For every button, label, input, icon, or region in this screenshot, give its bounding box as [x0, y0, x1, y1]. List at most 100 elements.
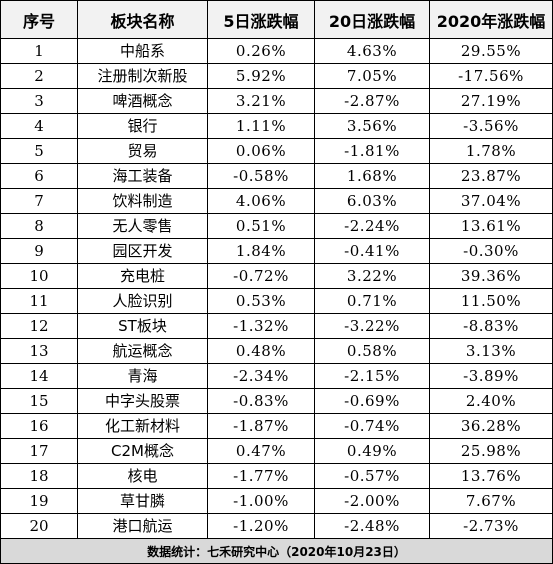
sector-name: 贸易: [77, 138, 208, 164]
sector-name: 海工装备: [77, 163, 208, 189]
change-5day: -2.34%: [207, 363, 315, 389]
sector-name: ST板块: [77, 313, 208, 339]
change-5day: 0.53%: [207, 288, 315, 314]
row-index: 12: [0, 313, 78, 339]
change-2020: 39.36%: [429, 263, 553, 289]
change-5day: 0.48%: [207, 338, 315, 364]
table-row: 5 贸易 0.06% -1.81% 1.78%: [0, 138, 553, 164]
change-2020: 25.98%: [429, 438, 553, 464]
sector-name: 草甘膦: [77, 488, 208, 514]
sector-name: 啤酒概念: [77, 88, 208, 114]
change-2020: -3.89%: [429, 363, 553, 389]
footer-row: 数据统计：七禾研究中心（2020年10月23日）: [0, 538, 553, 564]
row-index: 4: [0, 113, 78, 139]
change-5day: -1.32%: [207, 313, 315, 339]
change-20day: -2.15%: [314, 363, 430, 389]
change-2020: 36.28%: [429, 413, 553, 439]
change-5day: 1.84%: [207, 238, 315, 264]
table-body: 1 中船系 0.26% 4.63% 29.55% 2 注册制次新股 5.92% 7.05% -17…: [0, 38, 553, 539]
change-20day: 4.63%: [314, 38, 430, 64]
change-20day: 3.56%: [314, 113, 430, 139]
row-index: 7: [0, 188, 78, 214]
header-5day-change: 5日涨跌幅: [207, 0, 315, 39]
change-5day: -0.72%: [207, 263, 315, 289]
header-2020-change: 2020年涨跌幅: [429, 0, 553, 39]
change-5day: -0.83%: [207, 388, 315, 414]
change-5day: -0.58%: [207, 163, 315, 189]
change-5day: 0.51%: [207, 213, 315, 239]
table-row: 17 C2M概念 0.47% 0.49% 25.98%: [0, 438, 553, 464]
table-row: 18 核电 -1.77% -0.57% 13.76%: [0, 463, 553, 489]
change-2020: -0.30%: [429, 238, 553, 264]
table-row: 15 中字头股票 -0.83% -0.69% 2.40%: [0, 388, 553, 414]
row-index: 11: [0, 288, 78, 314]
row-index: 19: [0, 488, 78, 514]
change-5day: -1.87%: [207, 413, 315, 439]
row-index: 8: [0, 213, 78, 239]
row-index: 14: [0, 363, 78, 389]
table-row: 6 海工装备 -0.58% 1.68% 23.87%: [0, 163, 553, 189]
change-5day: -1.20%: [207, 513, 315, 539]
sector-name: 银行: [77, 113, 208, 139]
table-row: 4 银行 1.11% 3.56% -3.56%: [0, 113, 553, 139]
change-20day: -1.81%: [314, 138, 430, 164]
sector-name: 航运概念: [77, 338, 208, 364]
sector-name: C2M概念: [77, 438, 208, 464]
change-20day: 7.05%: [314, 63, 430, 89]
change-2020: 11.50%: [429, 288, 553, 314]
change-20day: -0.74%: [314, 413, 430, 439]
change-2020: 29.55%: [429, 38, 553, 64]
change-20day: 3.22%: [314, 263, 430, 289]
change-20day: -3.22%: [314, 313, 430, 339]
row-index: 1: [0, 38, 78, 64]
row-index: 13: [0, 338, 78, 364]
change-2020: 1.78%: [429, 138, 553, 164]
row-index: 20: [0, 513, 78, 539]
row-index: 2: [0, 63, 78, 89]
sector-name: 青海: [77, 363, 208, 389]
sector-name: 中船系: [77, 38, 208, 64]
change-5day: -1.77%: [207, 463, 315, 489]
table-row: 11 人脸识别 0.53% 0.71% 11.50%: [0, 288, 553, 314]
sector-name: 注册制次新股: [77, 63, 208, 89]
table-row: 16 化工新材料 -1.87% -0.74% 36.28%: [0, 413, 553, 439]
change-20day: -2.48%: [314, 513, 430, 539]
sector-name: 充电桩: [77, 263, 208, 289]
change-20day: 1.68%: [314, 163, 430, 189]
sector-name: 核电: [77, 463, 208, 489]
change-5day: 3.21%: [207, 88, 315, 114]
table-row: 20 港口航运 -1.20% -2.48% -2.73%: [0, 513, 553, 539]
header-20day-change: 20日涨跌幅: [314, 0, 430, 39]
change-2020: 13.76%: [429, 463, 553, 489]
change-5day: 0.26%: [207, 38, 315, 64]
table-row: 3 啤酒概念 3.21% -2.87% 27.19%: [0, 88, 553, 114]
row-index: 10: [0, 263, 78, 289]
change-5day: 1.11%: [207, 113, 315, 139]
row-index: 5: [0, 138, 78, 164]
change-2020: 27.19%: [429, 88, 553, 114]
change-2020: 13.61%: [429, 213, 553, 239]
sector-name: 无人零售: [77, 213, 208, 239]
row-index: 3: [0, 88, 78, 114]
row-index: 6: [0, 163, 78, 189]
change-5day: 0.06%: [207, 138, 315, 164]
change-2020: 7.67%: [429, 488, 553, 514]
change-5day: 4.06%: [207, 188, 315, 214]
change-2020: 3.13%: [429, 338, 553, 364]
change-5day: 5.92%: [207, 63, 315, 89]
change-2020: 2.40%: [429, 388, 553, 414]
change-5day: -1.00%: [207, 488, 315, 514]
sector-name: 园区开发: [77, 238, 208, 264]
change-2020: 23.87%: [429, 163, 553, 189]
change-20day: 6.03%: [314, 188, 430, 214]
change-5day: 0.47%: [207, 438, 315, 464]
row-index: 16: [0, 413, 78, 439]
change-20day: 0.49%: [314, 438, 430, 464]
sector-name: 中字头股票: [77, 388, 208, 414]
change-20day: -0.41%: [314, 238, 430, 264]
table-row: 12 ST板块 -1.32% -3.22% -8.83%: [0, 313, 553, 339]
table-row: 2 注册制次新股 5.92% 7.05% -17.56%: [0, 63, 553, 89]
change-2020: 37.04%: [429, 188, 553, 214]
